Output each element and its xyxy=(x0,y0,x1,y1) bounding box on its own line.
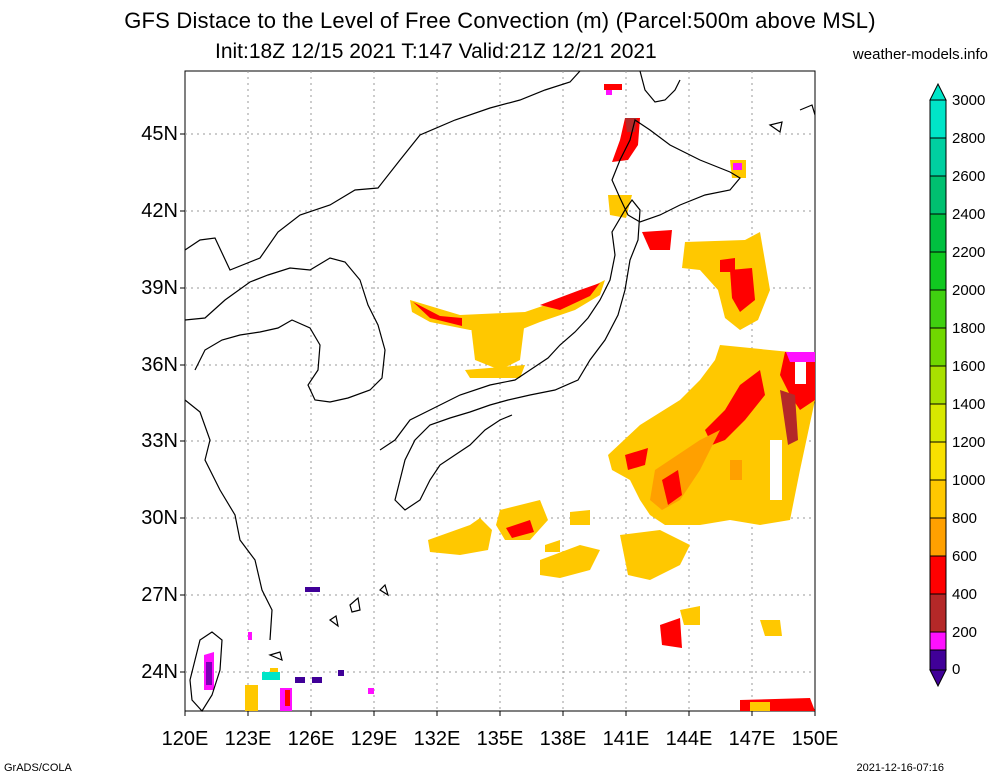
lon-label: 144E xyxy=(665,728,713,750)
colorbar-label: 400 xyxy=(952,586,978,603)
lat-label: 42N xyxy=(141,200,178,222)
colorbar-label: 1400 xyxy=(952,396,986,413)
lon-label: 141E xyxy=(602,728,650,750)
colorbar-label: 600 xyxy=(952,548,978,565)
coastlines xyxy=(184,70,816,712)
colorbar-label: 1600 xyxy=(952,358,986,375)
lon-label: 123E xyxy=(224,728,272,750)
lat-label: 27N xyxy=(141,584,178,606)
lon-label: 147E xyxy=(728,728,776,750)
colorbar-label: 3000 xyxy=(952,92,986,109)
lon-label: 132E xyxy=(413,728,461,750)
lat-label: 30N xyxy=(141,507,178,529)
map-title: GFS Distace to the Level of Free Convect… xyxy=(124,8,876,33)
site-credit: weather-models.info xyxy=(852,46,988,63)
lon-label: 150E xyxy=(791,728,839,750)
lon-label: 126E xyxy=(287,728,335,750)
lat-label: 36N xyxy=(141,354,178,376)
colorbar-label: 1000 xyxy=(952,472,986,489)
colorbar-bottom-arrow xyxy=(929,669,947,688)
lat-label: 39N xyxy=(141,277,178,299)
colorbar xyxy=(929,82,947,688)
lat-label: 33N xyxy=(141,430,178,452)
colorbar-label: 1200 xyxy=(952,434,986,451)
lat-label: 24N xyxy=(141,661,178,683)
lfc-shading xyxy=(204,84,815,711)
colorbar-label: 1800 xyxy=(952,320,986,337)
lon-label: 138E xyxy=(539,728,587,750)
axis-ticks xyxy=(180,133,816,716)
footer-timestamp: 2021-12-16-07:16 xyxy=(856,762,944,774)
lon-label: 135E xyxy=(476,728,524,750)
colorbar-label: 200 xyxy=(952,624,978,641)
map-subtitle: Init:18Z 12/15 2021 T:147 Valid:21Z 12/2… xyxy=(215,40,657,63)
colorbar-label: 0 xyxy=(952,661,961,678)
colorbar-top-arrow xyxy=(929,82,947,101)
lon-label: 129E xyxy=(350,728,398,750)
colorbar-label: 2400 xyxy=(952,206,986,223)
lat-label: 45N xyxy=(141,123,178,145)
lon-label: 120E xyxy=(161,728,209,750)
colorbar-label: 800 xyxy=(952,510,978,527)
colorbar-label: 2800 xyxy=(952,130,986,147)
colorbar-label: 2600 xyxy=(952,168,986,185)
colorbar-label: 2200 xyxy=(952,244,986,261)
colorbar-label: 2000 xyxy=(952,282,986,299)
footer-credit: GrADS/COLA xyxy=(4,762,72,774)
